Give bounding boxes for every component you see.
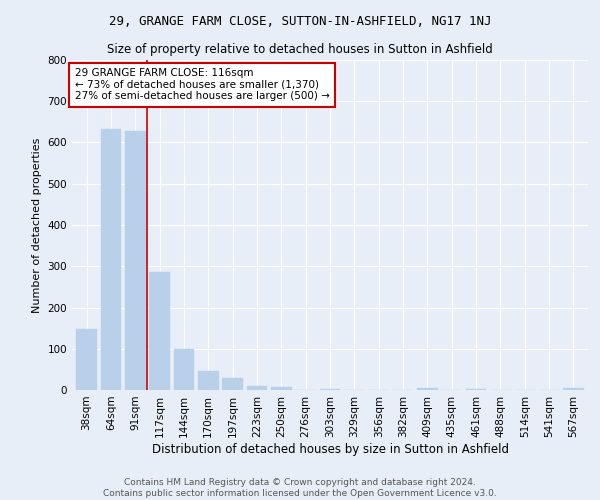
Y-axis label: Number of detached properties: Number of detached properties [32, 138, 42, 312]
Bar [466, 389, 487, 390]
Bar [417, 388, 438, 390]
Text: Size of property relative to detached houses in Sutton in Ashfield: Size of property relative to detached ho… [107, 42, 493, 56]
X-axis label: Distribution of detached houses by size in Sutton in Ashfield: Distribution of detached houses by size … [151, 442, 509, 456]
Text: 29, GRANGE FARM CLOSE, SUTTON-IN-ASHFIELD, NG17 1NJ: 29, GRANGE FARM CLOSE, SUTTON-IN-ASHFIEL… [109, 15, 491, 28]
Bar [125, 132, 146, 390]
Bar [101, 130, 121, 390]
Bar [198, 371, 218, 390]
Bar [222, 378, 243, 390]
Bar [76, 329, 97, 390]
Bar [563, 388, 584, 390]
Bar [173, 349, 194, 390]
Bar [247, 386, 268, 390]
Bar [149, 272, 170, 390]
Text: Contains HM Land Registry data © Crown copyright and database right 2024.
Contai: Contains HM Land Registry data © Crown c… [103, 478, 497, 498]
Text: 29 GRANGE FARM CLOSE: 116sqm
← 73% of detached houses are smaller (1,370)
27% of: 29 GRANGE FARM CLOSE: 116sqm ← 73% of de… [74, 68, 329, 102]
Bar [271, 387, 292, 390]
Bar [320, 389, 340, 390]
